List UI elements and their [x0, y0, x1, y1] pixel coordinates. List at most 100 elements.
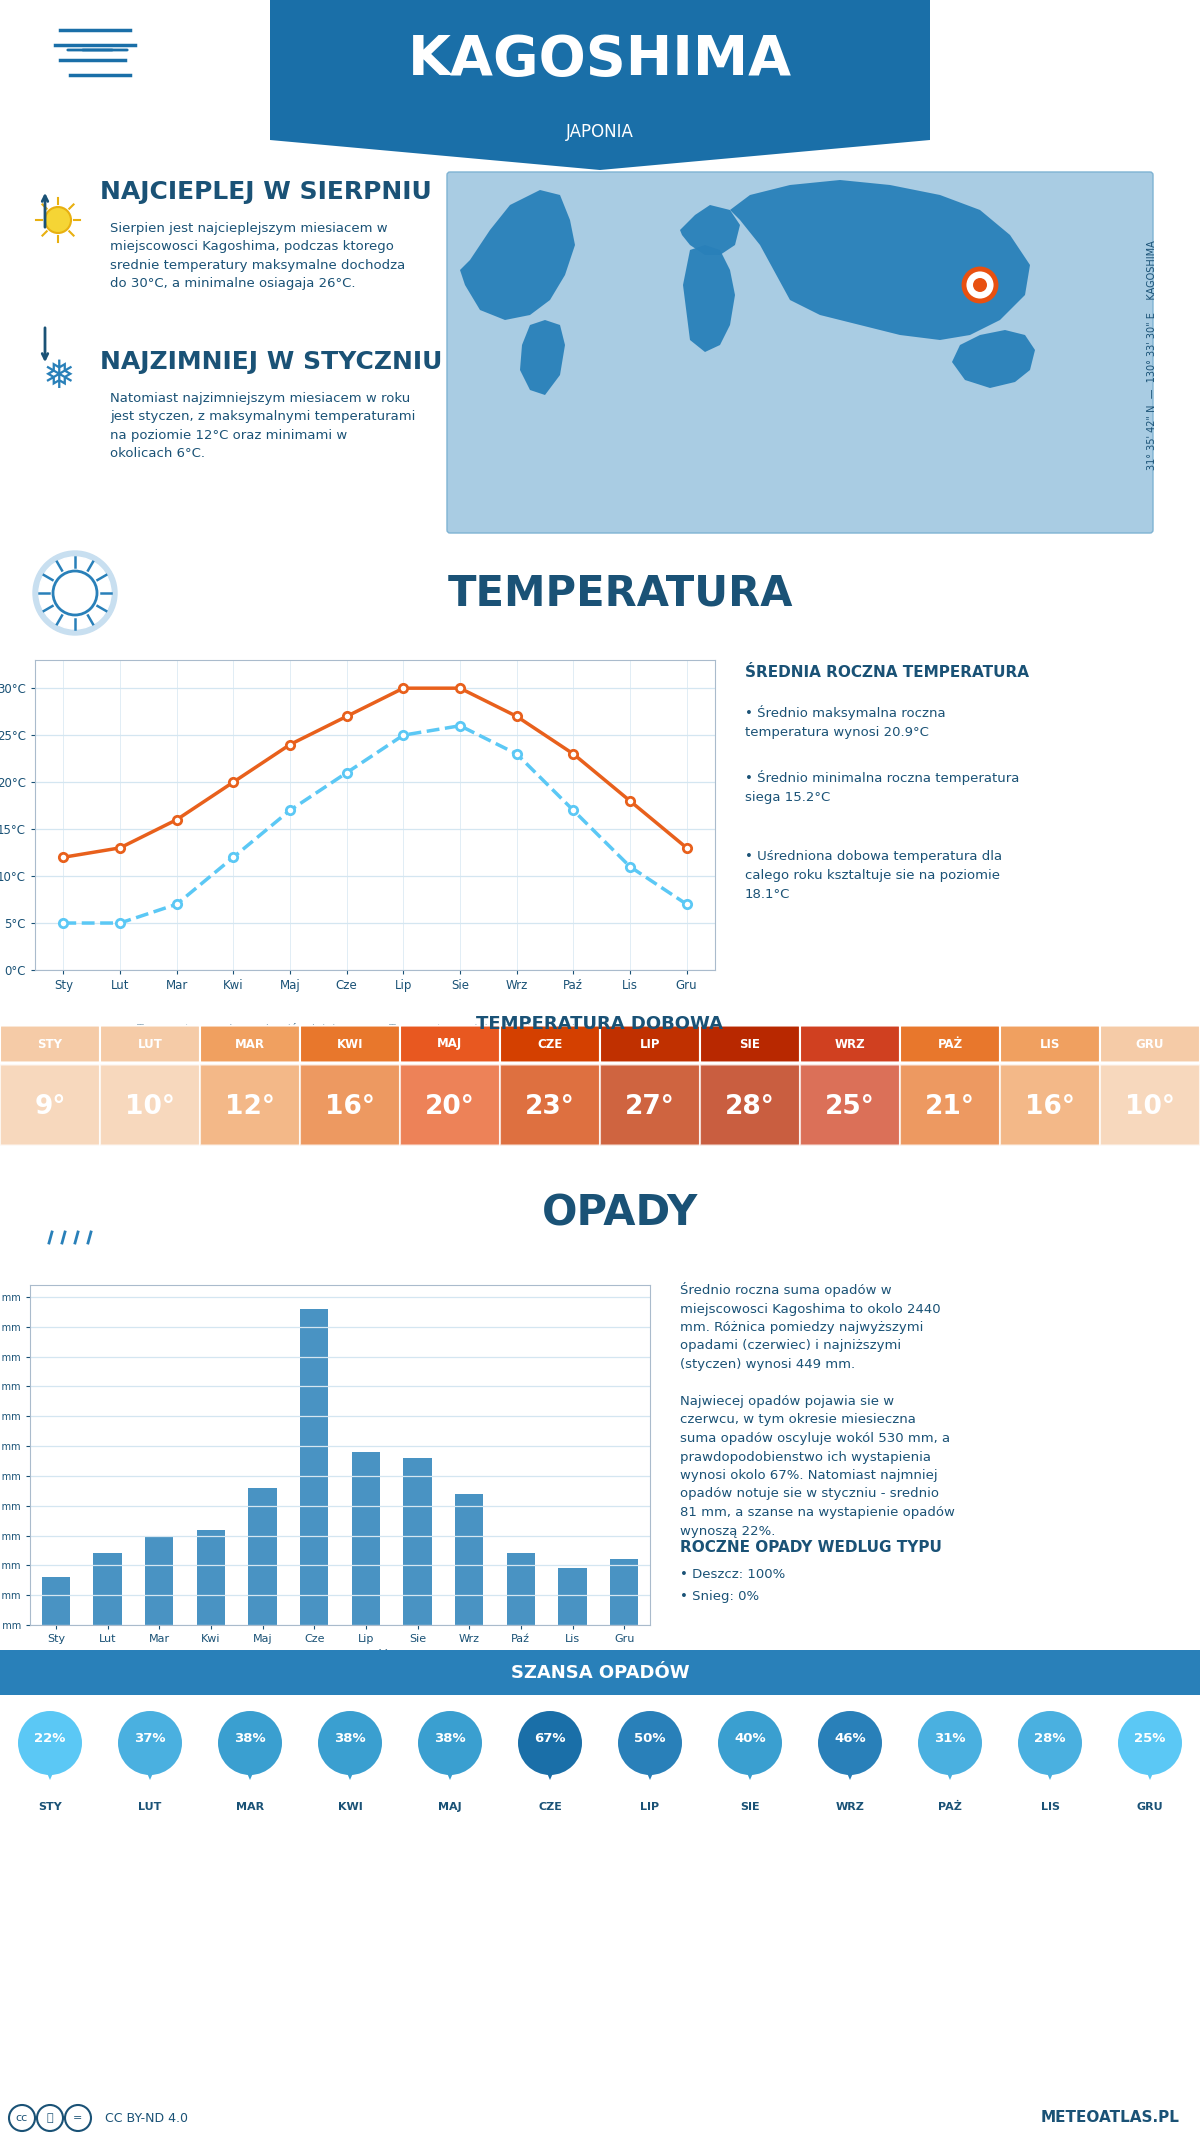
Polygon shape: [540, 1757, 560, 1780]
FancyBboxPatch shape: [800, 1025, 900, 1061]
FancyBboxPatch shape: [0, 1650, 1200, 1695]
Text: 10°: 10°: [125, 1094, 175, 1119]
Text: 67%: 67%: [534, 1733, 565, 1746]
Bar: [352, 1453, 380, 1624]
Legend: Temperatura maksymalna (średnia), Temperatura minimalna (średnia): Temperatura maksymalna (średnia), Temper…: [101, 1019, 581, 1038]
Bar: [197, 1530, 226, 1624]
Circle shape: [118, 1712, 182, 1774]
Circle shape: [74, 1203, 102, 1230]
Text: LIS: LIS: [1040, 1802, 1060, 1813]
Text: LUT: LUT: [138, 1038, 162, 1051]
FancyBboxPatch shape: [42, 1205, 108, 1230]
Bar: [248, 1487, 277, 1624]
Text: PAŻ: PAŻ: [938, 1802, 962, 1813]
Text: 31%: 31%: [935, 1733, 966, 1746]
Text: • Deszcz: 100%: • Deszcz: 100%: [680, 1569, 785, 1581]
FancyBboxPatch shape: [200, 1025, 300, 1061]
Text: Natomiast najzimniejszym miesiacem w roku
jest styczen, z maksymalnymi temperatu: Natomiast najzimniejszym miesiacem w rok…: [110, 392, 415, 460]
Circle shape: [618, 1712, 682, 1774]
Circle shape: [973, 278, 986, 291]
Text: 21°: 21°: [925, 1094, 974, 1119]
Circle shape: [34, 550, 118, 636]
Text: SIE: SIE: [739, 1038, 761, 1051]
Polygon shape: [40, 1757, 60, 1780]
Text: SZANSA OPADÓW: SZANSA OPADÓW: [511, 1665, 689, 1682]
FancyBboxPatch shape: [300, 1064, 400, 1145]
Text: 16°: 16°: [325, 1094, 374, 1119]
Circle shape: [1118, 1712, 1182, 1774]
Text: LIP: LIP: [641, 1802, 660, 1813]
Text: MAR: MAR: [236, 1802, 264, 1813]
Text: ❅: ❅: [42, 357, 74, 396]
Text: SIE: SIE: [740, 1802, 760, 1813]
Circle shape: [46, 208, 71, 233]
Text: 28%: 28%: [1034, 1733, 1066, 1746]
Text: NAJZIMNIEJ W STYCZNIU: NAJZIMNIEJ W STYCZNIU: [100, 351, 443, 374]
FancyBboxPatch shape: [400, 1025, 500, 1061]
Bar: [42, 1577, 70, 1624]
Polygon shape: [740, 1757, 760, 1780]
Circle shape: [42, 1198, 74, 1230]
Text: METEOATLAS.PL: METEOATLAS.PL: [1042, 2110, 1180, 2125]
Circle shape: [38, 556, 112, 629]
Polygon shape: [680, 205, 740, 255]
Text: STY: STY: [37, 1038, 62, 1051]
Text: LIS: LIS: [1040, 1038, 1060, 1051]
Circle shape: [53, 571, 97, 614]
Text: Średnio roczna suma opadów w
miejscowosci Kagoshima to okolo 2440
mm. Różnica po: Średnio roczna suma opadów w miejscowosc…: [680, 1282, 955, 1537]
Polygon shape: [340, 1757, 360, 1780]
Text: KWI: KWI: [337, 1802, 362, 1813]
Circle shape: [53, 1186, 97, 1228]
FancyBboxPatch shape: [300, 1025, 400, 1061]
Text: Sierpien jest najcieplejszym miesiacem w
miejscowosci Kagoshima, podczas ktorego: Sierpien jest najcieplejszym miesiacem w…: [110, 223, 406, 291]
Text: 16°: 16°: [1025, 1094, 1075, 1119]
Circle shape: [418, 1712, 482, 1774]
Text: LUT: LUT: [138, 1802, 162, 1813]
Text: • Uśredniona dobowa temperatura dla
calego roku ksztaltuje sie na poziomie
18.1°: • Uśredniona dobowa temperatura dla cale…: [745, 850, 1002, 901]
Bar: [145, 1537, 173, 1624]
Text: NAJCIEPLEJ W SIERPNIU: NAJCIEPLEJ W SIERPNIU: [100, 180, 432, 203]
Text: ŚREDNIA ROCZNA TEMPERATURA: ŚREDNIA ROCZNA TEMPERATURA: [745, 666, 1030, 681]
Text: 25%: 25%: [1134, 1733, 1165, 1746]
FancyBboxPatch shape: [700, 1064, 800, 1145]
FancyBboxPatch shape: [0, 1064, 100, 1145]
Text: 27°: 27°: [625, 1094, 674, 1119]
Text: • Średnio minimalna roczna temperatura
siega 15.2°C: • Średnio minimalna roczna temperatura s…: [745, 770, 1019, 805]
FancyBboxPatch shape: [100, 1025, 200, 1061]
Circle shape: [918, 1712, 982, 1774]
Text: 9°: 9°: [35, 1094, 66, 1119]
Circle shape: [964, 270, 996, 302]
Polygon shape: [1040, 1757, 1060, 1780]
Text: 37%: 37%: [134, 1733, 166, 1746]
Circle shape: [18, 1712, 82, 1774]
Text: TEMPERATURA DOBOWA: TEMPERATURA DOBOWA: [476, 1014, 724, 1034]
FancyBboxPatch shape: [446, 171, 1153, 533]
Bar: [455, 1494, 484, 1624]
FancyBboxPatch shape: [100, 1064, 200, 1145]
Polygon shape: [440, 1757, 460, 1780]
Polygon shape: [460, 190, 575, 321]
Text: • Średnio maksymalna roczna
temperatura wynosi 20.9°C: • Średnio maksymalna roczna temperatura …: [745, 704, 946, 738]
FancyBboxPatch shape: [500, 1064, 600, 1145]
Text: CZE: CZE: [538, 1038, 563, 1051]
Circle shape: [518, 1712, 582, 1774]
Text: • Snieg: 0%: • Snieg: 0%: [680, 1590, 760, 1603]
Text: 50%: 50%: [635, 1733, 666, 1746]
Bar: [506, 1554, 535, 1624]
Text: ⓘ: ⓘ: [47, 2112, 53, 2123]
Text: 20°: 20°: [425, 1094, 475, 1119]
FancyBboxPatch shape: [800, 1064, 900, 1145]
Text: KAGOSHIMA: KAGOSHIMA: [408, 32, 792, 88]
FancyBboxPatch shape: [500, 1025, 600, 1061]
Text: 40%: 40%: [734, 1733, 766, 1746]
Text: MAJ: MAJ: [438, 1802, 462, 1813]
Text: JAPONIA: JAPONIA: [566, 122, 634, 141]
Polygon shape: [140, 1757, 160, 1780]
Text: 38%: 38%: [434, 1733, 466, 1746]
FancyBboxPatch shape: [600, 1025, 700, 1061]
Polygon shape: [640, 1757, 660, 1780]
Text: cc: cc: [16, 2112, 28, 2123]
Text: MAR: MAR: [235, 1038, 265, 1051]
Text: GRU: GRU: [1135, 1038, 1164, 1051]
Text: 10°: 10°: [1126, 1094, 1175, 1119]
